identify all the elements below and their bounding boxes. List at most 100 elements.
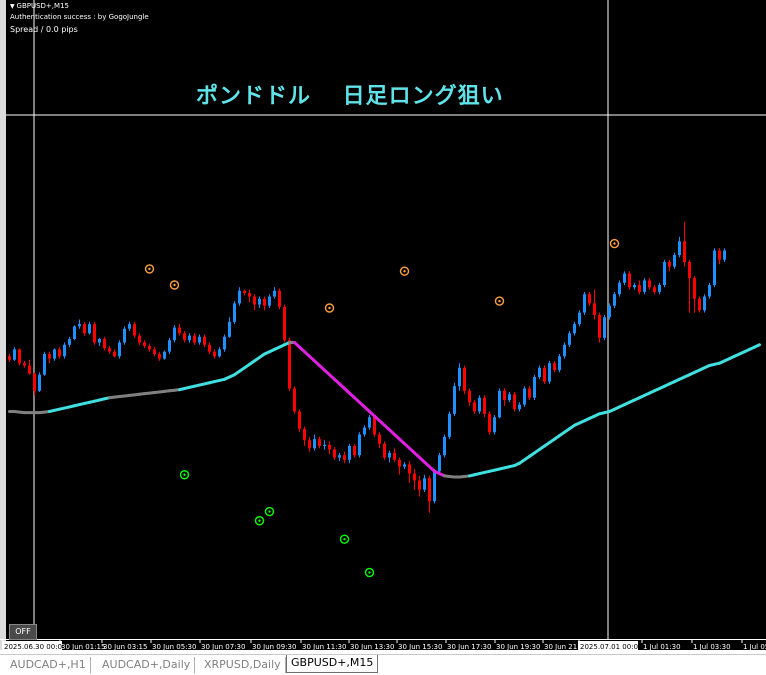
candlestick bbox=[318, 436, 321, 449]
candle-body bbox=[133, 324, 136, 336]
candlestick bbox=[543, 365, 546, 384]
candlestick bbox=[638, 280, 641, 295]
candlestick bbox=[408, 460, 411, 483]
candle-body bbox=[188, 335, 191, 341]
time-axis-label-text: 1 Jul 03:30 bbox=[693, 643, 731, 650]
candle-body bbox=[713, 250, 716, 285]
time-axis-label-text: 30 Jun 19:30 bbox=[496, 643, 540, 650]
candlestick bbox=[268, 294, 271, 308]
candle-body bbox=[53, 349, 56, 359]
candlestick bbox=[583, 291, 586, 315]
candle-body bbox=[108, 348, 111, 352]
time-axis-highlight-box bbox=[578, 641, 638, 650]
candle-body bbox=[158, 354, 161, 359]
buy-signal-marker-dot bbox=[368, 571, 371, 574]
time-axis-label: 30 Jun 19:30 bbox=[494, 639, 540, 650]
tab-audcad-h1[interactable]: AUDCAD+,H1 bbox=[6, 657, 91, 673]
buy-signal-marker-dot bbox=[183, 473, 186, 476]
time-axis-highlight-label: 2025.06.30 00:00 bbox=[2, 639, 66, 650]
candlestick bbox=[503, 388, 506, 406]
candle-body bbox=[528, 388, 531, 398]
time-axis-label-text: 2025.07.01 00:00 bbox=[580, 643, 642, 650]
candlestick bbox=[143, 340, 146, 349]
candlestick bbox=[73, 325, 76, 341]
candlestick bbox=[23, 360, 26, 368]
candlestick bbox=[423, 474, 426, 492]
sell-signal-marker bbox=[609, 238, 620, 249]
candle-body bbox=[563, 344, 566, 357]
candlestick bbox=[203, 334, 206, 348]
candle-body bbox=[43, 354, 46, 375]
candle-body bbox=[703, 296, 706, 311]
time-axis-label: 30 Jun 15:30 bbox=[396, 639, 442, 650]
tab-audcad-daily[interactable]: AUDCAD+,Daily bbox=[98, 657, 196, 673]
candle-body bbox=[623, 273, 626, 283]
candlestick bbox=[648, 278, 651, 290]
candle-body bbox=[658, 285, 661, 292]
candlestick bbox=[223, 334, 226, 352]
time-axis-label: 30 Jun 07:30 bbox=[199, 639, 245, 650]
spread-readout: Spread / 0.0 pips bbox=[10, 25, 78, 34]
time-axis-label: 30 Jun 03:15 bbox=[101, 639, 147, 650]
sell-signal-marker-dot bbox=[328, 306, 331, 310]
candle-body bbox=[8, 356, 11, 360]
candlestick bbox=[328, 441, 331, 455]
candlestick bbox=[453, 382, 456, 417]
off-toggle-button[interactable]: OFF bbox=[9, 624, 37, 640]
candlestick bbox=[443, 434, 446, 458]
candlestick bbox=[593, 289, 596, 320]
candle-body bbox=[123, 328, 126, 343]
candlestick bbox=[198, 334, 201, 345]
candle-body bbox=[218, 349, 221, 357]
candlestick bbox=[303, 426, 306, 446]
candle-body bbox=[73, 326, 76, 340]
candlestick bbox=[513, 391, 516, 412]
tab-gbpusd-m15[interactable]: GBPUSD+,M15 bbox=[286, 655, 379, 673]
candle-body bbox=[413, 473, 416, 481]
candlestick bbox=[618, 280, 621, 297]
candle-body bbox=[248, 293, 251, 297]
chart-area[interactable]: 2025.06.30 00:00 30 Jun 01:15 30 Jun 03:15… bbox=[0, 0, 766, 650]
candlestick bbox=[643, 278, 646, 295]
time-axis-label-text: 30 Jun 15:30 bbox=[398, 643, 442, 650]
time-axis-label-text: 30 Jun 03:15 bbox=[103, 643, 147, 650]
candlestick bbox=[118, 340, 121, 359]
candle-body bbox=[78, 324, 81, 327]
candle-body bbox=[328, 444, 331, 450]
candle-body bbox=[408, 464, 411, 474]
candle-body bbox=[303, 428, 306, 441]
candle-body bbox=[688, 262, 691, 279]
candlestick bbox=[548, 360, 551, 384]
candlestick bbox=[528, 386, 531, 400]
candlestick bbox=[433, 469, 436, 504]
candlestick bbox=[718, 248, 721, 265]
candle-body bbox=[718, 250, 721, 260]
candlestick bbox=[633, 282, 636, 290]
buy-signal-marker-ring bbox=[339, 534, 350, 544]
symbol-timeframe-label[interactable]: GBPUSD+,M15 bbox=[10, 2, 69, 10]
candlestick bbox=[298, 409, 301, 433]
candle-body bbox=[243, 290, 246, 294]
candlestick bbox=[603, 314, 606, 341]
candlestick bbox=[208, 342, 211, 354]
buy-signal-marker bbox=[254, 516, 265, 526]
sell-signal-marker-ring bbox=[169, 280, 180, 290]
candlestick bbox=[68, 336, 71, 348]
authentication-status-text: Authentication success : by GogoJungle bbox=[10, 13, 149, 21]
buy-signal-marker-ring bbox=[264, 506, 275, 517]
candlestick bbox=[703, 294, 706, 313]
tab-xrpusd-daily[interactable]: XRPUSD,Daily bbox=[200, 657, 286, 673]
candle-body bbox=[383, 443, 386, 458]
candlestick bbox=[323, 440, 326, 450]
time-axis-label-text: 1 Jul 05 bbox=[743, 643, 766, 650]
chart-left-margin bbox=[0, 0, 6, 650]
time-axis-label: 30 Jun 17:30 bbox=[445, 639, 491, 650]
candlestick bbox=[598, 312, 601, 343]
candle-body bbox=[38, 374, 41, 391]
candlestick bbox=[708, 282, 711, 299]
candlestick bbox=[688, 259, 691, 313]
candle-body bbox=[348, 446, 351, 460]
candlestick bbox=[468, 388, 471, 406]
candlestick bbox=[658, 282, 661, 295]
